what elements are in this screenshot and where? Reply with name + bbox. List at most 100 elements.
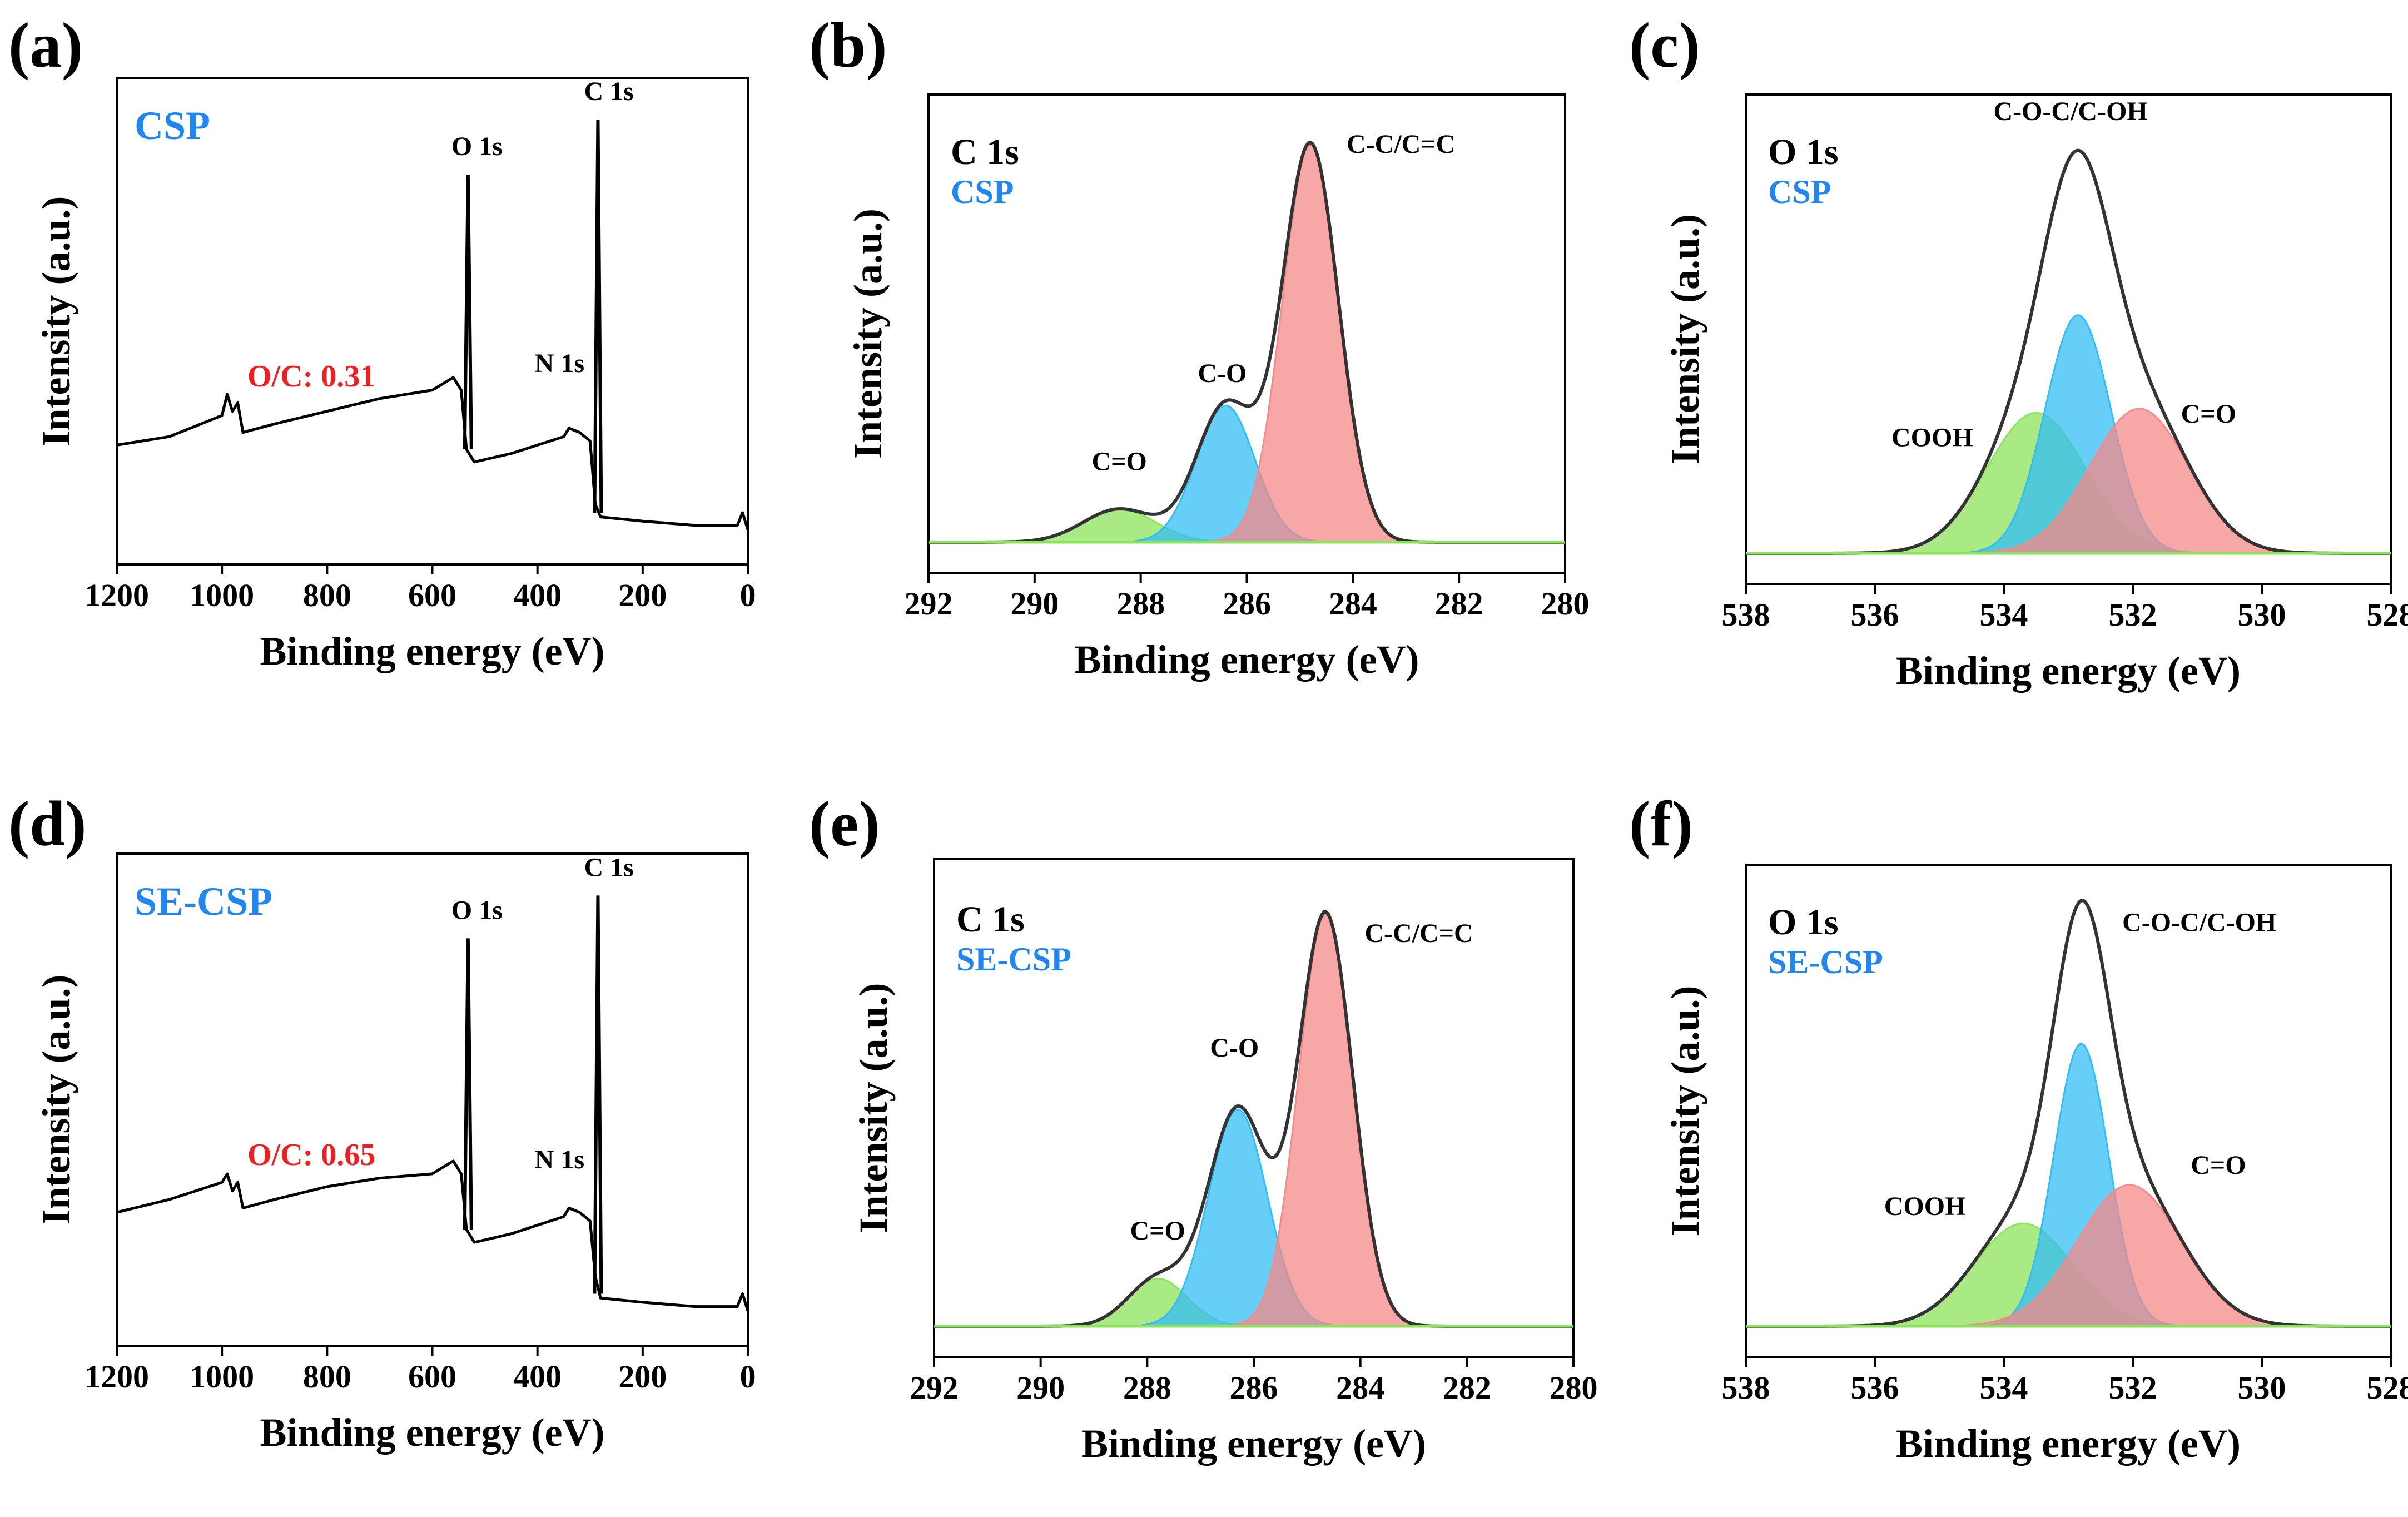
survey-peak	[593, 895, 603, 1294]
component-label: C=O	[1092, 447, 1147, 476]
y-axis-label: Intensity (a.u.)	[1663, 985, 1707, 1236]
x-tick-label: 530	[2238, 597, 2286, 633]
plot-frame	[116, 852, 749, 1347]
component-label: C=O	[1130, 1216, 1185, 1246]
ratio-label: O/C: 0.65	[247, 1138, 375, 1172]
x-tick-label: 536	[1851, 597, 1899, 633]
x-tick-label: 282	[1435, 586, 1483, 622]
sample-label: CSP	[951, 173, 1014, 210]
component-label: C=O	[2191, 1151, 2246, 1180]
component-label: COOH	[1884, 1192, 1966, 1221]
sample-label: SE-CSP	[135, 879, 272, 924]
x-tick-label: 800	[303, 1359, 351, 1395]
x-tick-label: 532	[2109, 1370, 2157, 1406]
sample-label: CSP	[1768, 173, 1831, 210]
y-axis-label: Intensity (a.u.)	[34, 974, 78, 1224]
spectrum-title: C 1s	[956, 899, 1025, 940]
x-axis-label: Binding energy (eV)	[260, 1410, 605, 1455]
fit-component	[934, 1108, 1573, 1327]
component-label: C-O	[1198, 359, 1247, 388]
component-label: COOH	[1891, 423, 1973, 453]
survey-peak	[593, 120, 603, 513]
plot-frame	[116, 77, 749, 566]
y-axis-label: Intensity (a.u.)	[846, 209, 890, 459]
envelope-label: C-O-C/C-OH	[2122, 908, 2276, 937]
x-tick-label: 538	[1722, 1370, 1770, 1406]
x-tick-label: 400	[513, 1359, 562, 1395]
spectrum-title: C 1s	[951, 132, 1019, 172]
y-axis-label: Intensity (a.u.)	[851, 983, 896, 1233]
spectrum-title: O 1s	[1768, 132, 1839, 172]
panel-e: (e) 292 290 288 286 284 282 280 Binding energy (…	[809, 789, 1598, 1466]
x-tick-label: 200	[618, 1359, 667, 1395]
component-label: C-O	[1210, 1033, 1259, 1063]
envelope-label: C-O-C/C-OH	[1993, 97, 2147, 126]
ratio-label: O/C: 0.31	[247, 359, 375, 394]
x-tick-label: 528	[2367, 1370, 2408, 1406]
plot-frame	[1745, 864, 2392, 1358]
panel-label: (e)	[809, 789, 880, 859]
x-tick-label: 536	[1851, 1370, 1899, 1406]
x-tick-label: 290	[1016, 1370, 1065, 1406]
x-axis-label: Binding energy (eV)	[1896, 1421, 2241, 1466]
x-tick-label: 530	[2238, 1370, 2286, 1406]
x-tick-label: 288	[1116, 586, 1165, 622]
x-tick-label: 532	[2109, 597, 2157, 633]
x-tick-label: 284	[1329, 586, 1377, 622]
x-tick-label: 534	[1980, 597, 2028, 633]
x-tick-label: 286	[1230, 1370, 1278, 1406]
peak-label: O 1s	[451, 132, 503, 161]
x-axis-label: Binding energy (eV)	[1075, 637, 1419, 682]
x-axis-label: Binding energy (eV)	[1081, 1421, 1426, 1466]
survey-line	[116, 376, 749, 531]
panel-label: (d)	[8, 789, 87, 859]
x-tick-label: 292	[905, 586, 953, 622]
x-tick-label: 290	[1010, 586, 1059, 622]
panel-c: (c) 538 536 534 532 530 528 Binding energy (eV)…	[1629, 10, 2408, 693]
x-tick-label: 538	[1722, 597, 1770, 633]
peak-label: O 1s	[451, 895, 503, 925]
x-tick-label: 200	[618, 577, 667, 613]
x-tick-label: 0	[740, 577, 756, 613]
panel-label: (a)	[8, 10, 83, 81]
survey-line	[116, 1159, 749, 1312]
panel-f: (f) 538 536 534 532 530 528 Binding energy (eV)…	[1629, 789, 2408, 1466]
panel-b: (b) 292 290 288 286 284 282 280 Binding energy (…	[809, 10, 1590, 682]
x-tick-label: 800	[303, 577, 351, 613]
component-label: C-C/C=C	[1347, 130, 1455, 159]
peak-label: N 1s	[535, 1145, 584, 1174]
plot-frame	[1745, 93, 2392, 585]
x-tick-label: 280	[1550, 1370, 1598, 1406]
survey-peak	[463, 938, 473, 1230]
sample-label: CSP	[135, 103, 210, 148]
x-tick-label: 288	[1123, 1370, 1171, 1406]
component-label: C=O	[2181, 399, 2236, 429]
x-tick-label: 292	[910, 1370, 959, 1406]
y-axis-label: Intensity (a.u.)	[34, 196, 78, 446]
x-tick-label: 280	[1541, 586, 1590, 622]
panel-d: (d) 1200 1000 800 600 400 200 0 Binding energy (…	[8, 789, 756, 1455]
panel-label: (f)	[1629, 789, 1693, 859]
spectrum-title: O 1s	[1768, 902, 1839, 943]
x-tick-label: 534	[1980, 1370, 2028, 1406]
x-tick-label: 1200	[85, 1359, 149, 1395]
peak-label: C 1s	[584, 852, 633, 882]
peak-label: C 1s	[584, 77, 633, 106]
peak-label: N 1s	[535, 349, 584, 378]
sample-label: SE-CSP	[956, 941, 1071, 978]
y-axis-label: Intensity (a.u.)	[1663, 214, 1707, 464]
panel-label: (b)	[809, 10, 887, 81]
x-tick-label: 600	[408, 1359, 456, 1395]
sample-label: SE-CSP	[1768, 944, 1883, 980]
x-tick-label: 0	[740, 1359, 756, 1395]
x-axis-label: Binding energy (eV)	[260, 629, 605, 673]
panel-label: (c)	[1629, 10, 1700, 81]
x-axis-label: Binding energy (eV)	[1896, 648, 2241, 693]
component-label: C-C/C=C	[1364, 919, 1473, 948]
x-tick-label: 286	[1223, 586, 1271, 622]
x-tick-label: 1000	[190, 577, 254, 613]
x-tick-label: 284	[1336, 1370, 1384, 1406]
x-tick-label: 1200	[85, 577, 149, 613]
panel-a: (a) 1200 1000 800 600 400 200 0 Binding energy (…	[8, 10, 756, 673]
